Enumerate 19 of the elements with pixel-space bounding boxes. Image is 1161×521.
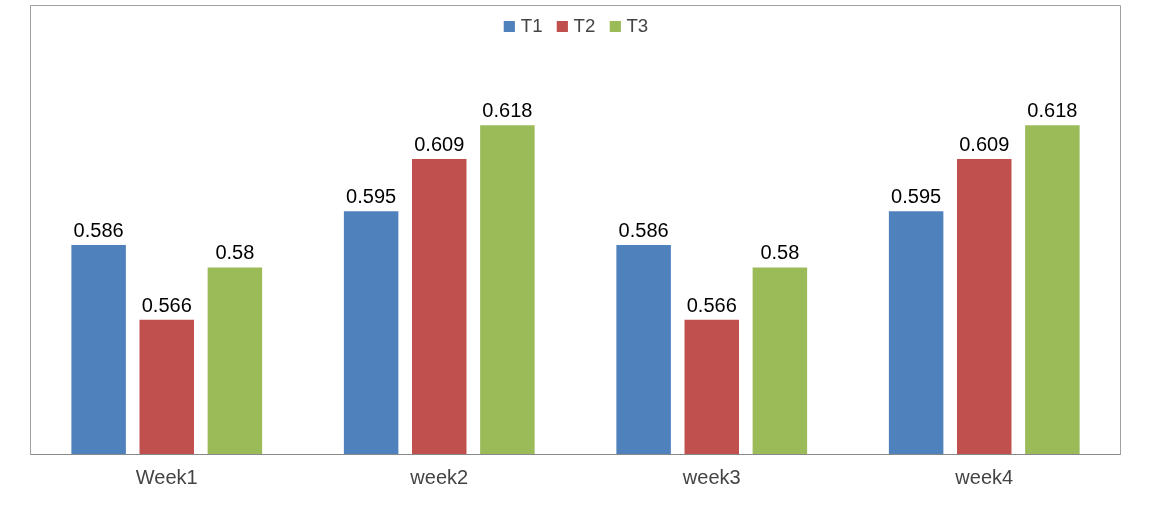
x-tick-label: week2 <box>409 465 469 488</box>
data-label: 0.609 <box>959 132 1010 155</box>
legend-label: T3 <box>626 15 649 37</box>
x-tick-label: Week1 <box>135 465 198 488</box>
data-label: 0.566 <box>141 293 192 316</box>
data-label: 0.595 <box>346 185 397 208</box>
data-label: 0.595 <box>891 185 942 208</box>
data-label: 0.609 <box>414 132 465 155</box>
data-label: 0.586 <box>618 218 669 241</box>
data-label: 0.618 <box>1027 99 1078 122</box>
legend-label: T2 <box>573 15 596 37</box>
data-label: 0.58 <box>760 241 800 264</box>
data-label: 0.586 <box>73 218 124 241</box>
legend-label: T1 <box>520 15 543 37</box>
data-label: 0.618 <box>482 99 533 122</box>
x-tick-label: week3 <box>681 465 741 488</box>
data-label: 0.566 <box>686 293 737 316</box>
data-label: 0.58 <box>215 241 255 264</box>
x-tick-label: week4 <box>954 465 1014 488</box>
